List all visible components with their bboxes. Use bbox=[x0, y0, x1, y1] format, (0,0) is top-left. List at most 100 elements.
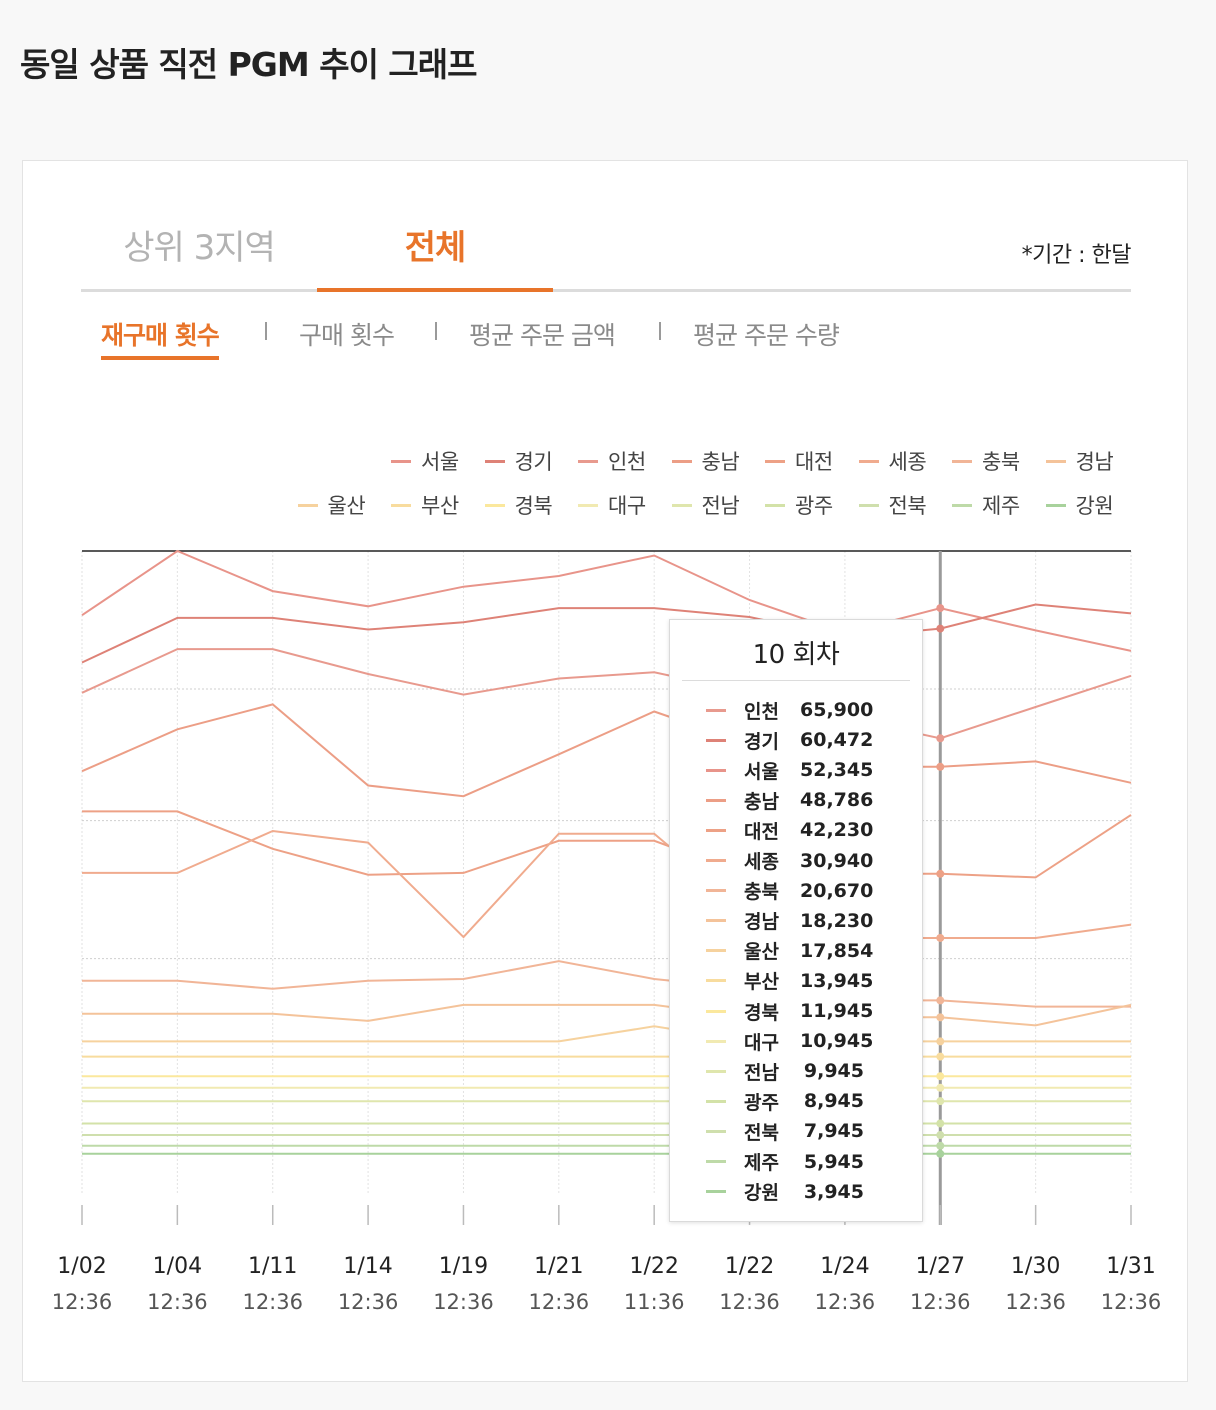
tooltip-row: 충남 48,786 bbox=[706, 788, 906, 813]
x-tick-label-time: 12:36 bbox=[719, 1290, 780, 1314]
x-tick-label-date: 1/24 bbox=[820, 1254, 869, 1279]
legend-item-광주[interactable]: 광주 bbox=[765, 491, 833, 519]
data-point-marker bbox=[936, 1052, 945, 1061]
legend-label: 강원 bbox=[1075, 494, 1114, 518]
tooltip-row: 제주 5,945 bbox=[706, 1150, 906, 1174]
series-line-충남 bbox=[81, 703, 1132, 798]
legend-item-부산[interactable]: 부산 bbox=[391, 491, 459, 519]
legend-label: 경남 bbox=[1075, 450, 1114, 474]
x-tick-label-time: 12:36 bbox=[910, 1290, 971, 1314]
tooltip-value: 7,945 bbox=[803, 1120, 864, 1143]
legend-item-경남[interactable]: 경남 bbox=[1045, 447, 1114, 475]
series-line-울산 bbox=[82, 1025, 1131, 1043]
x-tick-label-date: 1/27 bbox=[916, 1254, 965, 1279]
legend-swatch bbox=[858, 459, 879, 463]
tooltip-row: 울산 17,854 bbox=[706, 939, 906, 963]
region-tabs: 상위 3지역 전체 *기간 : 한달 bbox=[81, 223, 1132, 292]
series-line-충북 bbox=[82, 960, 1131, 1008]
legend-label: 경기 bbox=[514, 450, 553, 474]
legend-label: 대전 bbox=[795, 450, 833, 474]
x-tick-label-date: 1/22 bbox=[629, 1254, 678, 1279]
data-point-marker bbox=[936, 1149, 945, 1158]
tooltip-value: 11,945 bbox=[800, 1000, 874, 1022]
legend-label: 충남 bbox=[701, 450, 740, 474]
tooltip-row: 대전 42,230 bbox=[706, 818, 906, 843]
subtab-separator bbox=[435, 322, 437, 340]
tooltip-row: 경북 11,945 bbox=[706, 999, 906, 1024]
legend-label: 제주 bbox=[982, 494, 1020, 518]
tooltip-region-name: 경남 bbox=[744, 911, 779, 934]
tooltip-divider bbox=[682, 680, 910, 681]
legend-label: 광주 bbox=[795, 494, 833, 518]
tooltip-value: 20,670 bbox=[800, 879, 874, 902]
tooltip-row: 전북 7,945 bbox=[706, 1119, 906, 1144]
tooltip-value: 17,854 bbox=[800, 939, 874, 962]
legend-swatch bbox=[952, 503, 972, 507]
legend-item-전남[interactable]: 전남 bbox=[671, 491, 740, 519]
tooltip-row: 경남 18,230 bbox=[706, 909, 906, 933]
x-tick-label-time: 12:36 bbox=[338, 1290, 399, 1314]
subtab-purchase-count[interactable]: 구매 횟수 bbox=[299, 321, 395, 350]
tab-top3-regions[interactable]: 상위 3지역 bbox=[123, 228, 276, 268]
x-tick-label-date: 1/19 bbox=[439, 1254, 488, 1279]
tooltip-swatch bbox=[706, 889, 726, 893]
legend-swatch bbox=[765, 503, 785, 507]
tooltip-region-name: 제주 bbox=[744, 1152, 779, 1174]
x-tick-label-time: 12:36 bbox=[242, 1290, 303, 1314]
legend-item-대구[interactable]: 대구 bbox=[578, 491, 646, 519]
series-line-대전 bbox=[82, 810, 1132, 879]
legend-label: 세종 bbox=[888, 450, 927, 474]
tooltip-swatch bbox=[706, 1099, 726, 1103]
tooltip-swatch bbox=[706, 919, 726, 923]
period-label: *기간 : 한달 bbox=[1021, 243, 1132, 268]
legend-swatch bbox=[858, 503, 879, 507]
data-point-marker bbox=[936, 933, 945, 942]
chart-tooltip: 10 회차 인천 65,900 경기 60,472 서울 52,345 충남 48,786 대전… bbox=[669, 619, 923, 1222]
legend-item-강원[interactable]: 강원 bbox=[1045, 491, 1114, 519]
data-point-marker bbox=[936, 1097, 945, 1106]
tooltip-swatch bbox=[706, 1009, 726, 1013]
subtab-separator bbox=[265, 322, 267, 340]
subtab-repurchase-count[interactable]: 재구매 횟수 bbox=[101, 316, 220, 360]
tooltip-swatch bbox=[706, 738, 726, 742]
x-tick-label-time: 11:36 bbox=[624, 1290, 685, 1314]
legend-item-서울[interactable]: 서울 bbox=[391, 447, 459, 475]
legend-item-충남[interactable]: 충남 bbox=[671, 447, 740, 475]
legend-item-대전[interactable]: 대전 bbox=[765, 447, 833, 475]
tooltip-row: 인천 65,900 bbox=[706, 698, 906, 723]
legend-label: 경북 bbox=[514, 494, 553, 518]
legend-swatch bbox=[1045, 459, 1066, 463]
subtab-avg-order-quantity[interactable]: 평균 주문 수량 bbox=[693, 321, 840, 350]
subtab-avg-order-amount[interactable]: 평균 주문 금액 bbox=[469, 321, 616, 350]
data-point-marker bbox=[936, 1083, 945, 1092]
tooltip-region-name: 울산 bbox=[744, 941, 779, 964]
legend-item-인천[interactable]: 인천 bbox=[578, 447, 646, 475]
data-point-marker bbox=[936, 869, 945, 878]
tooltip-region-name: 전남 bbox=[744, 1061, 779, 1084]
data-point-marker bbox=[936, 1119, 945, 1128]
legend-item-제주[interactable]: 제주 bbox=[952, 491, 1020, 519]
legend-label: 충북 bbox=[982, 450, 1020, 474]
data-point-marker bbox=[936, 762, 945, 771]
x-tick-label-time: 12:36 bbox=[147, 1290, 208, 1314]
legend-item-충북[interactable]: 충북 bbox=[952, 447, 1020, 475]
legend-item-경기[interactable]: 경기 bbox=[484, 447, 553, 475]
tooltip-region-name: 부산 bbox=[744, 971, 779, 994]
tab-all-regions[interactable]: 전체 bbox=[317, 223, 553, 292]
legend-item-경북[interactable]: 경북 bbox=[484, 491, 553, 519]
tooltip-region-name: 세종 bbox=[744, 851, 779, 873]
tooltip-row: 강원 3,945 bbox=[706, 1180, 906, 1204]
tooltip-value: 65,900 bbox=[800, 699, 874, 721]
x-tick-label-time: 12:36 bbox=[52, 1290, 113, 1314]
tooltip-value: 8,945 bbox=[803, 1090, 864, 1113]
data-point-marker bbox=[936, 1013, 945, 1022]
line-chart: 1/02 12:36 1/04 12:36 1/11 12:36 1/14 12:36 1/19… bbox=[52, 549, 1161, 1314]
legend-item-전북[interactable]: 전북 bbox=[858, 491, 927, 519]
legend-item-세종[interactable]: 세종 bbox=[858, 447, 927, 475]
chart-card: 상위 3지역 전체 *기간 : 한달 재구매 횟수 구매 횟수 평균 주문 금액… bbox=[22, 160, 1188, 1382]
legend-item-울산[interactable]: 울산 bbox=[297, 491, 366, 519]
tooltip-value: 3,945 bbox=[803, 1180, 864, 1203]
x-tick-label-date: 1/11 bbox=[248, 1254, 297, 1279]
legend-label: 전북 bbox=[888, 494, 927, 518]
tooltip-swatch bbox=[706, 1039, 726, 1043]
